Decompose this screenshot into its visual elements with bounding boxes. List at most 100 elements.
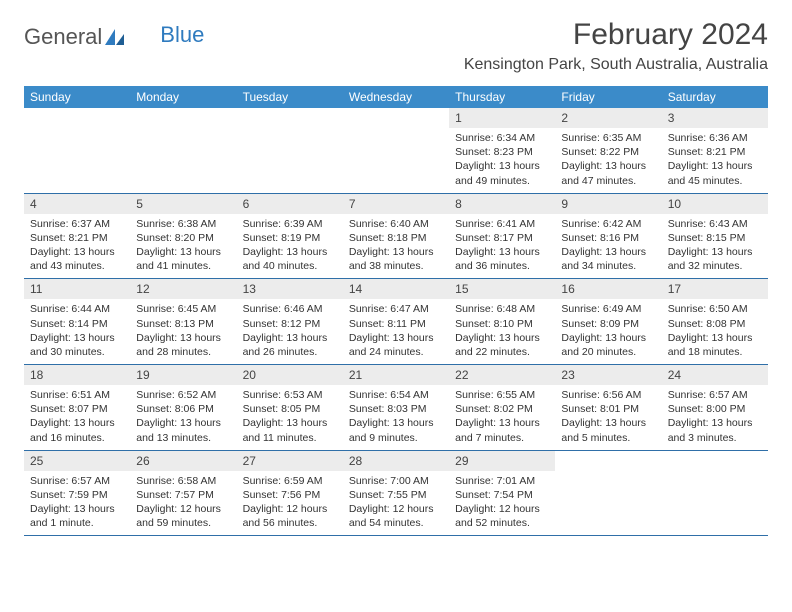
day-number: 1 bbox=[449, 108, 555, 128]
day-number: 15 bbox=[449, 279, 555, 299]
day-cell: 23Sunrise: 6:56 AMSunset: 8:01 PMDayligh… bbox=[555, 365, 661, 450]
day-number: 19 bbox=[130, 365, 236, 385]
daylight-text: Daylight: 13 hours and 36 minutes. bbox=[455, 245, 549, 273]
day-number: 16 bbox=[555, 279, 661, 299]
daylight-text: Daylight: 13 hours and 3 minutes. bbox=[668, 416, 762, 444]
day-body: Sunrise: 6:39 AMSunset: 8:19 PMDaylight:… bbox=[237, 214, 343, 279]
day-number: 3 bbox=[662, 108, 768, 128]
daylight-text: Daylight: 13 hours and 49 minutes. bbox=[455, 159, 549, 187]
sunrise-text: Sunrise: 6:42 AM bbox=[561, 217, 655, 231]
daylight-text: Daylight: 13 hours and 26 minutes. bbox=[243, 331, 337, 359]
sunset-text: Sunset: 8:02 PM bbox=[455, 402, 549, 416]
day-body: Sunrise: 6:55 AMSunset: 8:02 PMDaylight:… bbox=[449, 385, 555, 450]
sunset-text: Sunset: 8:22 PM bbox=[561, 145, 655, 159]
sunset-text: Sunset: 8:21 PM bbox=[668, 145, 762, 159]
day-body: Sunrise: 6:37 AMSunset: 8:21 PMDaylight:… bbox=[24, 214, 130, 279]
day-cell: 16Sunrise: 6:49 AMSunset: 8:09 PMDayligh… bbox=[555, 279, 661, 364]
day-cell: 27Sunrise: 6:59 AMSunset: 7:56 PMDayligh… bbox=[237, 451, 343, 536]
day-number: 23 bbox=[555, 365, 661, 385]
month-title: February 2024 bbox=[464, 18, 768, 52]
daylight-text: Daylight: 13 hours and 28 minutes. bbox=[136, 331, 230, 359]
daylight-text: Daylight: 12 hours and 56 minutes. bbox=[243, 502, 337, 530]
sunset-text: Sunset: 7:56 PM bbox=[243, 488, 337, 502]
day-body: Sunrise: 6:57 AMSunset: 7:59 PMDaylight:… bbox=[24, 471, 130, 536]
sunset-text: Sunset: 7:59 PM bbox=[30, 488, 124, 502]
day-body: Sunrise: 6:58 AMSunset: 7:57 PMDaylight:… bbox=[130, 471, 236, 536]
sunrise-text: Sunrise: 7:00 AM bbox=[349, 474, 443, 488]
sunset-text: Sunset: 8:23 PM bbox=[455, 145, 549, 159]
day-body: Sunrise: 6:54 AMSunset: 8:03 PMDaylight:… bbox=[343, 385, 449, 450]
day-body: Sunrise: 6:59 AMSunset: 7:56 PMDaylight:… bbox=[237, 471, 343, 536]
sunset-text: Sunset: 8:03 PM bbox=[349, 402, 443, 416]
day-number: 14 bbox=[343, 279, 449, 299]
sunrise-text: Sunrise: 6:48 AM bbox=[455, 302, 549, 316]
day-cell: 3Sunrise: 6:36 AMSunset: 8:21 PMDaylight… bbox=[662, 108, 768, 193]
day-number: 21 bbox=[343, 365, 449, 385]
day-cell bbox=[662, 451, 768, 536]
day-cell: 4Sunrise: 6:37 AMSunset: 8:21 PMDaylight… bbox=[24, 194, 130, 279]
daylight-text: Daylight: 13 hours and 5 minutes. bbox=[561, 416, 655, 444]
daylight-text: Daylight: 13 hours and 13 minutes. bbox=[136, 416, 230, 444]
sunrise-text: Sunrise: 6:34 AM bbox=[455, 131, 549, 145]
sunrise-text: Sunrise: 6:43 AM bbox=[668, 217, 762, 231]
daylight-text: Daylight: 12 hours and 52 minutes. bbox=[455, 502, 549, 530]
day-body: Sunrise: 6:46 AMSunset: 8:12 PMDaylight:… bbox=[237, 299, 343, 364]
day-number: 18 bbox=[24, 365, 130, 385]
sunset-text: Sunset: 8:20 PM bbox=[136, 231, 230, 245]
sunset-text: Sunset: 8:18 PM bbox=[349, 231, 443, 245]
day-cell: 7Sunrise: 6:40 AMSunset: 8:18 PMDaylight… bbox=[343, 194, 449, 279]
daylight-text: Daylight: 13 hours and 30 minutes. bbox=[30, 331, 124, 359]
day-cell: 28Sunrise: 7:00 AMSunset: 7:55 PMDayligh… bbox=[343, 451, 449, 536]
sunset-text: Sunset: 8:16 PM bbox=[561, 231, 655, 245]
day-body: Sunrise: 6:41 AMSunset: 8:17 PMDaylight:… bbox=[449, 214, 555, 279]
weekday-header-row: Sunday Monday Tuesday Wednesday Thursday… bbox=[24, 86, 768, 108]
day-number: 7 bbox=[343, 194, 449, 214]
day-cell: 14Sunrise: 6:47 AMSunset: 8:11 PMDayligh… bbox=[343, 279, 449, 364]
weekday-header: Friday bbox=[555, 86, 661, 108]
sunset-text: Sunset: 8:09 PM bbox=[561, 317, 655, 331]
day-cell: 21Sunrise: 6:54 AMSunset: 8:03 PMDayligh… bbox=[343, 365, 449, 450]
week-row: 18 Sunrise: 6:51 AMSunset: 8:07 PM Dayligh… bbox=[24, 365, 768, 451]
day-number: 10 bbox=[662, 194, 768, 214]
day-number: 20 bbox=[237, 365, 343, 385]
sunset-text: Sunset: 8:07 PM bbox=[30, 402, 124, 416]
day-cell: 19 Sunrise: 6:52 AMSunset: 8:06 PMDayligh… bbox=[130, 365, 236, 450]
sunrise-text: Sunrise: 6:51 AM bbox=[30, 388, 124, 402]
day-cell: 24Sunrise: 6:57 AMSunset: 8:00 PMDayligh… bbox=[662, 365, 768, 450]
sunset-text: Sunset: 8:08 PM bbox=[668, 317, 762, 331]
sunset-text: Sunset: 8:15 PM bbox=[668, 231, 762, 245]
sunrise-text: Sunrise: 6:57 AM bbox=[30, 474, 124, 488]
sunset-text: Sunset: 8:06 PM bbox=[136, 402, 230, 416]
day-cell: 17Sunrise: 6:50 AMSunset: 8:08 PMDayligh… bbox=[662, 279, 768, 364]
daylight-text: Daylight: 13 hours and 22 minutes. bbox=[455, 331, 549, 359]
day-cell bbox=[130, 108, 236, 193]
day-cell: 13Sunrise: 6:46 AMSunset: 8:12 PMDayligh… bbox=[237, 279, 343, 364]
week-row: 11Sunrise: 6:44 AMSunset: 8:14 PMDayligh… bbox=[24, 279, 768, 365]
sunrise-text: Sunrise: 6:53 AM bbox=[243, 388, 337, 402]
day-cell: 1 Sunrise: 6:34 AMSunset: 8:23 PMDaylight… bbox=[449, 108, 555, 193]
day-number: 6 bbox=[237, 194, 343, 214]
sunrise-text: Sunrise: 6:50 AM bbox=[668, 302, 762, 316]
sunset-text: Sunset: 8:05 PM bbox=[243, 402, 337, 416]
daylight-text: Daylight: 13 hours and 38 minutes. bbox=[349, 245, 443, 273]
sunrise-text: Sunrise: 6:41 AM bbox=[455, 217, 549, 231]
day-cell: 8Sunrise: 6:41 AMSunset: 8:17 PMDaylight… bbox=[449, 194, 555, 279]
sunrise-text: Sunrise: 6:54 AM bbox=[349, 388, 443, 402]
day-cell bbox=[555, 451, 661, 536]
day-cell: 20Sunrise: 6:53 AMSunset: 8:05 PMDayligh… bbox=[237, 365, 343, 450]
day-cell: 22Sunrise: 6:55 AMSunset: 8:02 PMDayligh… bbox=[449, 365, 555, 450]
sunset-text: Sunset: 8:13 PM bbox=[136, 317, 230, 331]
location: Kensington Park, South Australia, Austra… bbox=[464, 56, 768, 74]
sunrise-text: Sunrise: 6:58 AM bbox=[136, 474, 230, 488]
day-cell: 18Sunrise: 6:51 AMSunset: 8:07 PMDayligh… bbox=[24, 365, 130, 450]
daylight-text: Daylight: 13 hours and 32 minutes. bbox=[668, 245, 762, 273]
day-body: Sunrise: 6:44 AMSunset: 8:14 PMDaylight:… bbox=[24, 299, 130, 364]
sunrise-text: Sunrise: 6:52 AM bbox=[136, 388, 230, 402]
day-number: 2 bbox=[555, 108, 661, 128]
daylight-text: Daylight: 13 hours and 40 minutes. bbox=[243, 245, 337, 273]
day-cell: 10 Sunrise: 6:43 AMSunset: 8:15 PMDayligh… bbox=[662, 194, 768, 279]
sunset-text: Sunset: 8:19 PM bbox=[243, 231, 337, 245]
weekday-header: Tuesday bbox=[237, 86, 343, 108]
calendar: Sunday Monday Tuesday Wednesday Thursday… bbox=[24, 86, 768, 536]
day-number: 5 bbox=[130, 194, 236, 214]
